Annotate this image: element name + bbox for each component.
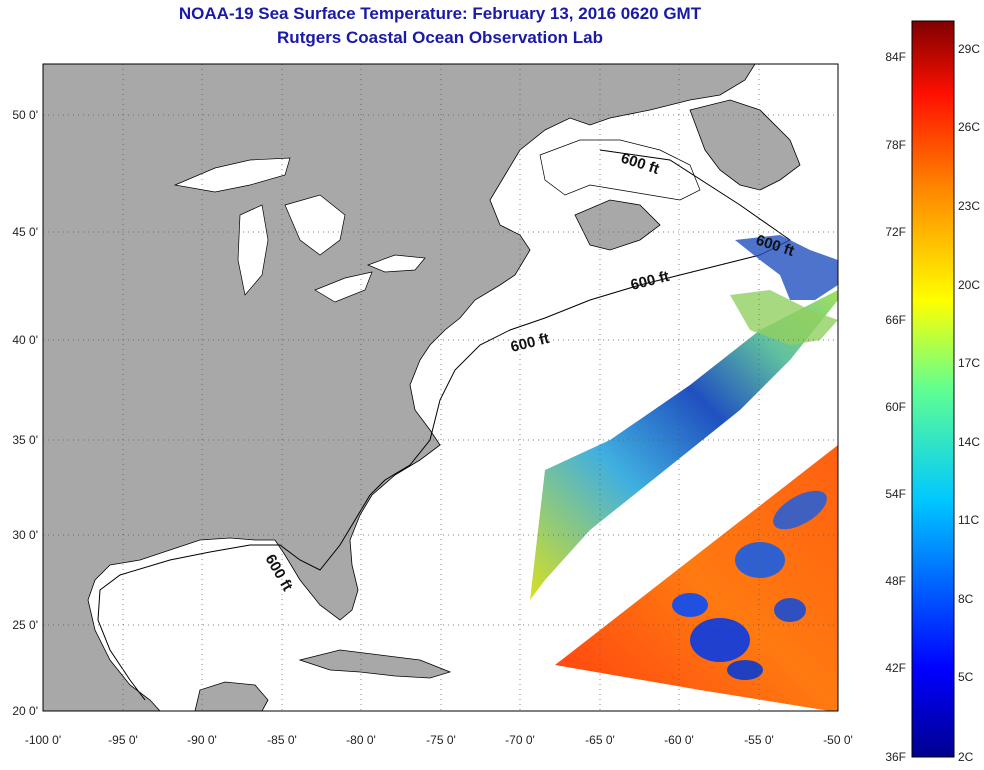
- colorbar-f-label: 66F: [885, 313, 906, 327]
- lon-tick-label: -95 0': [108, 733, 138, 747]
- lat-tick-label: 50 0': [12, 108, 38, 122]
- lat-tick-label: 25 0': [12, 618, 38, 632]
- lon-tick-label: -55 0': [744, 733, 774, 747]
- lon-tick-label: -50 0': [823, 733, 853, 747]
- land-newfoundland: [689, 99, 801, 191]
- great-lakes: [173, 157, 426, 303]
- shelf-contour: [97, 149, 791, 701]
- sst-patch-green: [730, 290, 838, 345]
- colorbar-f-label: 36F: [885, 750, 906, 764]
- colorbar-f-label: 72F: [885, 225, 906, 239]
- land-yucatan: [194, 681, 269, 711]
- gulf-st-lawrence: [539, 139, 701, 201]
- sst-patch-ne: [735, 235, 838, 300]
- colorbar-c-label: 14C: [958, 435, 980, 449]
- lat-tick-label: 45 0': [12, 225, 38, 239]
- colorbar-f-label: 60F: [885, 400, 906, 414]
- lon-tick-label: -90 0': [187, 733, 217, 747]
- lat-tick-label: 20 0': [12, 704, 38, 718]
- lon-tick-labels: -100 0' -95 0' -90 0' -85 0' -80 0' -75 …: [25, 733, 853, 747]
- colorbar-c-label: 17C: [958, 356, 980, 370]
- lat-tick-label: 35 0': [12, 433, 38, 447]
- colorbar-c-label: 20C: [958, 278, 980, 292]
- map-frame: [42, 63, 839, 712]
- lat-tick-label: 30 0': [12, 528, 38, 542]
- colorbar-c-label: 11C: [958, 513, 979, 527]
- lat-tick-labels: 20 0' 25 0' 30 0' 35 0' 40 0' 45 0' 50 0…: [12, 108, 38, 718]
- map-title: NOAA-19 Sea Surface Temperature: Februar…: [178, 4, 702, 23]
- sst-swath-warm: [555, 445, 838, 711]
- colorbar-c-label: 23C: [958, 199, 980, 213]
- colorbar: [911, 20, 955, 758]
- map-subtitle: Rutgers Coastal Ocean Observation Lab: [277, 28, 603, 47]
- lon-tick-label: -75 0': [426, 733, 456, 747]
- colorbar-f-label: 48F: [885, 574, 906, 588]
- lon-tick-label: -60 0': [664, 733, 694, 747]
- lon-tick-label: -70 0': [505, 733, 535, 747]
- colorbar-c-label: 5C: [958, 670, 974, 684]
- colorbar-c-label: 29C: [958, 42, 980, 56]
- colorbar-f-label: 78F: [885, 138, 906, 152]
- colorbar-c-label: 26C: [958, 120, 980, 134]
- lon-tick-label: -65 0': [585, 733, 615, 747]
- land-cuba: [298, 649, 452, 679]
- colorbar-c-label: 2C: [958, 750, 974, 764]
- sst-swath-upper: [530, 290, 838, 600]
- colorbar-f-label: 42F: [885, 661, 906, 675]
- colorbar-f-label: 84F: [885, 50, 906, 64]
- land-nova-scotia: [574, 199, 661, 251]
- colorbar-celsius-labels: 29C 26C 23C 20C 17C 14C 11C 8C 5C 2C: [958, 42, 980, 764]
- colorbar-f-label: 54F: [885, 487, 906, 501]
- lat-tick-label: 40 0': [12, 333, 38, 347]
- lon-tick-label: -80 0': [346, 733, 376, 747]
- lon-tick-label: -85 0': [267, 733, 297, 747]
- land-north-america: [43, 64, 756, 711]
- colorbar-c-label: 8C: [958, 592, 974, 606]
- sst-cool-patches: [672, 490, 827, 680]
- colorbar-fahrenheit-labels: 84F 78F 72F 66F 60F 54F 48F 42F 36F: [885, 50, 906, 764]
- lon-tick-label: -100 0': [25, 733, 61, 747]
